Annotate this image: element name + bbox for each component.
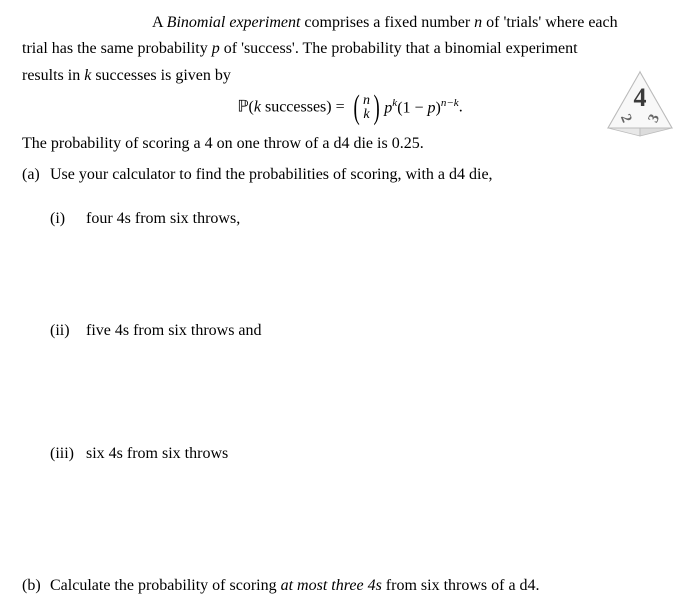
var-p: p: [428, 100, 436, 117]
one-minus-p-term: (1 − p)n−k: [397, 96, 459, 120]
subpart-ii-text: five 4s from six throws and: [86, 320, 678, 342]
intro-line-3: results in k successes is given by: [22, 65, 678, 87]
subpart-ii: (ii) five 4s from six throws and: [50, 320, 678, 342]
text: successes: [261, 99, 326, 116]
part-b-text: Calculate the probability of scoring at …: [50, 575, 678, 597]
text: of 'trials' where each: [482, 14, 617, 31]
var-p: p: [212, 40, 220, 57]
die-probability-line: The probability of scoring a 4 on one th…: [22, 133, 678, 155]
subpart-i: (i) four 4s from six throws,: [50, 208, 678, 230]
binomial-coeff: (nk): [351, 91, 383, 125]
binom-n: n: [362, 94, 371, 108]
text: ) =: [326, 99, 348, 116]
text: Calculate the probability of scoring: [50, 577, 281, 594]
text: .: [459, 99, 463, 116]
intro-line-1: A Binomial experiment comprises a fixed …: [22, 12, 678, 34]
part-a-label: (a): [22, 164, 50, 186]
text: of 'success'. The probability that a bin…: [220, 40, 578, 57]
subpart-iii-label: (iii): [50, 443, 86, 465]
part-b-label: (b): [22, 575, 50, 597]
pk-term: pk: [384, 96, 397, 120]
emphasis-at-most: at most three 4s: [281, 577, 382, 594]
term-binomial-experiment: Binomial experiment: [167, 14, 301, 31]
text: comprises a fixed number: [300, 14, 474, 31]
formula: ℙ(k successes) = (nk) pk(1 − p)n−k.: [22, 91, 678, 125]
text: (1 −: [397, 100, 427, 117]
subpart-i-label: (i): [50, 208, 86, 230]
prob-symbol: ℙ: [237, 99, 248, 116]
part-b: (b) Calculate the probability of scoring…: [22, 575, 678, 597]
part-a-text: Use your calculator to find the probabil…: [50, 164, 678, 186]
text: trial has the same probability: [22, 40, 212, 57]
subpart-ii-label: (ii): [50, 320, 86, 342]
exp-nmk: n−k: [441, 97, 459, 109]
text: successes is given by: [91, 67, 231, 84]
binom-k: k: [362, 108, 371, 122]
subpart-iii-text: six 4s from six throws: [86, 443, 678, 465]
part-a: (a) Use your calculator to find the prob…: [22, 164, 678, 186]
var-k: k: [254, 99, 261, 116]
text: A: [152, 14, 167, 31]
subpart-iii: (iii) six 4s from six throws: [50, 443, 678, 465]
die-face-4: 4: [634, 83, 647, 112]
subpart-i-text: four 4s from six throws,: [86, 208, 678, 230]
text: from six throws of a d4.: [382, 577, 540, 594]
text: results in: [22, 67, 84, 84]
d4-die-icon: 4 2 3: [604, 68, 676, 140]
var-n: n: [474, 14, 482, 31]
intro-line-2: trial has the same probability p of 'suc…: [22, 38, 678, 60]
